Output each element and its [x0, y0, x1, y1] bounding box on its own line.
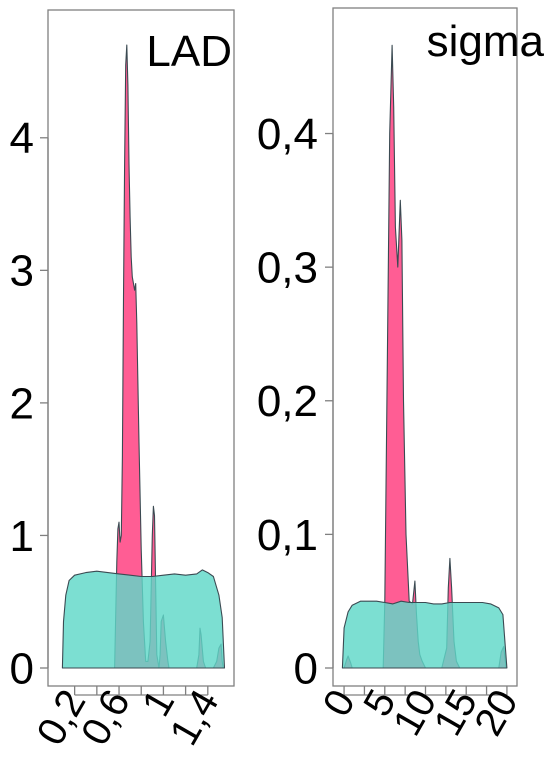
x-tick-label: 20: [466, 683, 526, 744]
x-tick-label: 0,6: [73, 683, 139, 753]
y-tick-label: 2: [10, 379, 34, 428]
y-tick-label: 1: [10, 512, 34, 561]
y-tick-label: 0,2: [257, 377, 318, 426]
density-area-1: [341, 600, 508, 669]
plot-frame: [332, 7, 518, 687]
density-area-1: [61, 569, 226, 669]
x-tick-label: 1,4: [162, 683, 228, 753]
y-tick-label: 0: [10, 644, 34, 693]
density-area-0: [343, 44, 507, 669]
y-tick-label: 4: [10, 114, 34, 163]
y-tick-label: 0,1: [257, 511, 318, 560]
panel-title: sigma: [427, 17, 545, 66]
y-tick-label: 3: [10, 247, 34, 296]
y-tick-label: 0,3: [257, 244, 318, 293]
y-tick-label: 0: [294, 644, 318, 693]
panel-title: LAD: [146, 27, 232, 76]
y-tick-label: 0,4: [257, 110, 318, 159]
